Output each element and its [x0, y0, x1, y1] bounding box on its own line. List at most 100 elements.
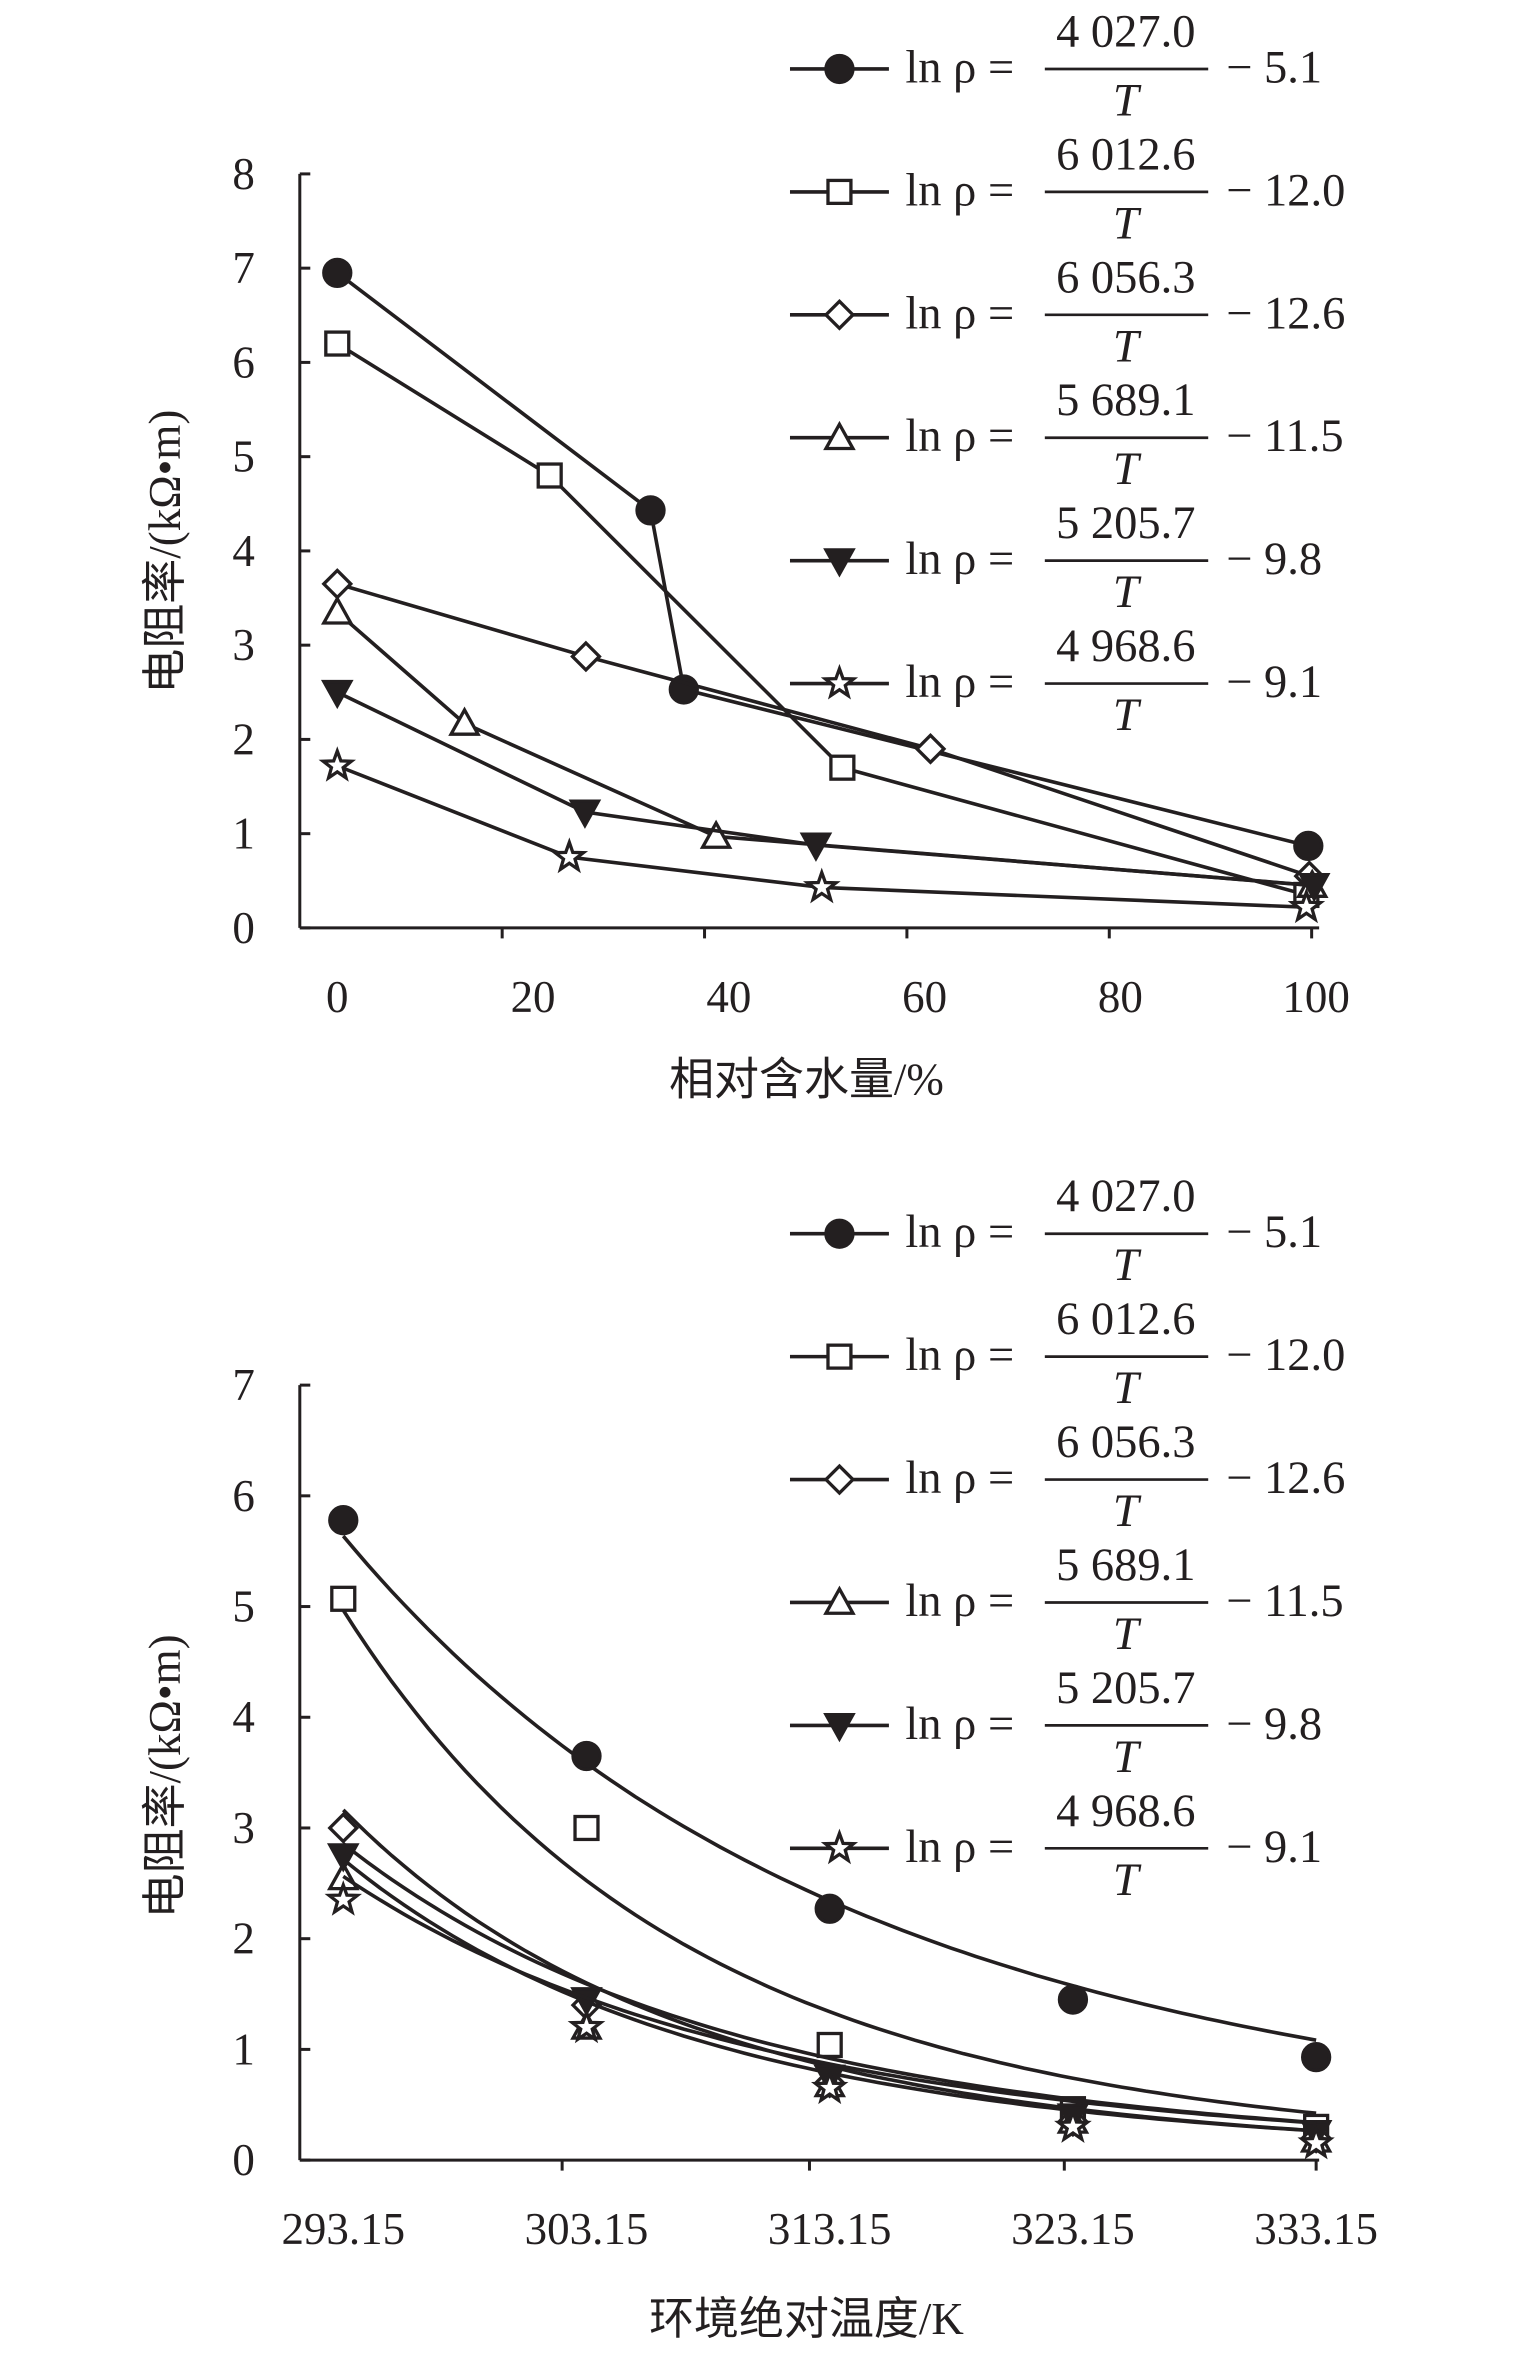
legend-constant: − 11.5: [1226, 1576, 1343, 1627]
marker-filled-circle: [328, 1505, 359, 1536]
legend-constant: − 5.1: [1226, 42, 1322, 93]
marker-open-diamond: [823, 298, 856, 331]
legend-item: ln ρ = 6 012.6 T − 12.0: [789, 129, 1345, 249]
series-line: [336, 764, 1307, 910]
legend-lhs: ln ρ =: [905, 657, 1014, 708]
marker-open-star: [1287, 887, 1326, 924]
legend-denominator: T: [1113, 198, 1142, 249]
x-tick-label: 313.15: [768, 2204, 892, 2254]
marker-open-star: [550, 837, 589, 874]
legend-lhs: ln ρ =: [905, 1453, 1014, 1504]
marker-filled-circle: [1293, 830, 1324, 862]
marker-filled-circle: [1057, 1984, 1089, 2015]
legend-numerator: 6 056.3: [1056, 252, 1195, 303]
legend-item: ln ρ = 4 027.0 T − 5.1: [789, 1171, 1322, 1291]
marker-open-square: [324, 330, 351, 357]
legend-numerator: 5 689.1: [1056, 1540, 1195, 1591]
y-tick-label: 2: [232, 714, 254, 764]
legend-constant: − 12.6: [1226, 1453, 1345, 1504]
legend-constant: − 11.5: [1226, 411, 1343, 462]
marker-open-star: [1297, 2123, 1335, 2160]
series-open-star: [318, 746, 1326, 924]
marker-filled-circle: [571, 1740, 602, 1772]
legend-item: ln ρ = 5 205.7 T − 9.8: [789, 498, 1322, 618]
marker-open-star: [567, 2007, 606, 2044]
x-tick-label: 333.15: [1254, 2204, 1378, 2254]
marker-open-diamond: [321, 568, 354, 600]
chart-resistivity-vs-temperature: 电阻率/(kΩ•m) 环境绝对温度/K 0 1 2 3 4 5 6 7 293.15 303.15…: [140, 1171, 1378, 2344]
y-tick-label: 4: [232, 1692, 254, 1742]
legend-numerator: 4 968.6: [1056, 1786, 1195, 1837]
marker-open-square: [573, 1814, 600, 1842]
legend-item: ln ρ = 5 689.1 T − 11.5: [789, 375, 1344, 495]
legend-denominator: T: [1113, 1732, 1142, 1783]
legend-constant: − 5.1: [1226, 1207, 1322, 1258]
legend-denominator: T: [1113, 1240, 1142, 1291]
legend-item: ln ρ = 5 689.1 T − 11.5: [789, 1540, 1344, 1660]
x-axis-label: 相对含水量/%: [669, 1054, 944, 1104]
legend-denominator: T: [1113, 1486, 1142, 1537]
marker-open-square: [816, 2031, 843, 2059]
x-tick-label: 20: [511, 972, 556, 1022]
legend-lhs: ln ρ =: [905, 288, 1014, 339]
legend-item: ln ρ = 6 056.3 T − 12.6: [789, 252, 1345, 372]
marker-open-triangle: [823, 420, 856, 451]
legend-denominator: T: [1113, 444, 1142, 495]
marker-filled-circle: [1301, 2042, 1332, 2073]
legend-denominator: T: [1113, 75, 1142, 126]
legend-item: ln ρ = 4 968.6 T − 9.1: [789, 621, 1322, 741]
y-tick-label: 2: [232, 1914, 254, 1964]
y-tick-label: 3: [232, 1803, 254, 1853]
series-line: [336, 582, 1310, 878]
legend-numerator: 6 056.3: [1056, 1417, 1195, 1468]
marker-filled-down-triangle: [568, 799, 602, 829]
series-filled-circle: [328, 1505, 1332, 2073]
marker-open-star: [324, 1880, 362, 1916]
marker-open-square: [536, 462, 563, 489]
x-tick-label: 293.15: [281, 2204, 405, 2254]
legend-lhs: ln ρ =: [905, 1207, 1014, 1258]
marker-filled-circle: [814, 1893, 845, 1924]
y-tick-label: 3: [232, 620, 254, 670]
legend-item: ln ρ = 6 012.6 T − 12.0: [789, 1294, 1345, 1414]
marker-filled-down-triangle: [823, 548, 856, 578]
x-tick-label: 0: [326, 972, 348, 1022]
marker-filled-circle: [322, 257, 353, 289]
legend-denominator: T: [1113, 690, 1142, 741]
legend-denominator: T: [1113, 567, 1142, 618]
y-tick-label: 1: [232, 809, 254, 859]
fit-curve: [342, 1874, 1317, 2125]
legend-numerator: 6 012.6: [1056, 129, 1195, 180]
marker-open-diamond: [570, 640, 602, 673]
series-open-star: [324, 1874, 1335, 2160]
legend-lhs: ln ρ =: [905, 1822, 1014, 1873]
marker-open-star: [811, 2068, 849, 2105]
legend-constant: − 12.0: [1226, 1330, 1345, 1381]
marker-open-square: [829, 754, 856, 781]
legend-constant: − 9.1: [1226, 657, 1322, 708]
series-line: [336, 690, 1315, 888]
marker-open-square: [330, 1585, 357, 1612]
marker-filled-down-triangle: [320, 679, 354, 710]
legend-item: ln ρ = 5 205.7 T − 9.8: [789, 1663, 1322, 1783]
marker-open-diamond: [327, 1812, 360, 1844]
y-tick-label: 6: [232, 337, 254, 387]
legend-constant: − 12.6: [1226, 288, 1345, 339]
marker-filled-circle: [824, 1218, 855, 1249]
x-axis-label: 环境绝对温度/K: [649, 2294, 964, 2344]
marker-open-square: [826, 1343, 853, 1370]
series-filled-circle: [322, 257, 1324, 862]
y-axis-label: 电阻率/(kΩ•m): [140, 410, 190, 694]
legend-constant: − 9.8: [1226, 1699, 1322, 1750]
legend-denominator: T: [1113, 1363, 1142, 1414]
y-tick-label: 8: [232, 149, 254, 199]
y-tick-label: 5: [232, 432, 254, 482]
y-tick-label: 7: [232, 243, 254, 293]
marker-open-diamond: [914, 733, 947, 765]
marker-open-diamond: [823, 1463, 856, 1496]
series-filled-down-triangle: [326, 1842, 1333, 2150]
y-tick-label: 6: [232, 1471, 254, 1521]
legend-lhs: ln ρ =: [905, 1699, 1014, 1750]
y-tick-label: 4: [232, 526, 254, 576]
